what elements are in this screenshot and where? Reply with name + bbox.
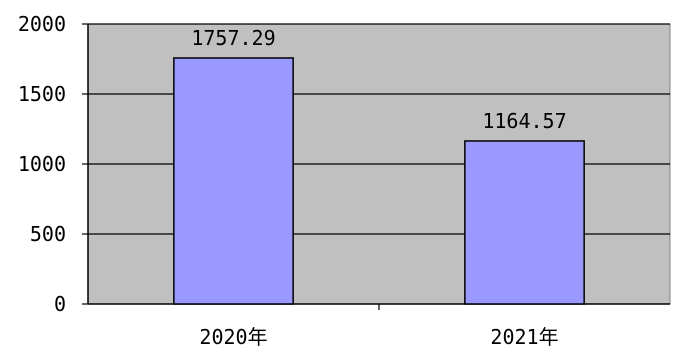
y-tick-label: 500 (30, 222, 66, 246)
y-tick-label: 2000 (18, 12, 66, 36)
bar-2021年 (464, 140, 585, 305)
data-labels: 1757.29 1164.57 (191, 26, 566, 133)
x-category-label: 2020年 (199, 325, 267, 349)
data-label: 1164.57 (482, 109, 566, 133)
bar-2020年 (173, 57, 294, 305)
y-tick-label: 1000 (18, 152, 66, 176)
y-tick-label: 1500 (18, 82, 66, 106)
data-label: 1757.29 (191, 26, 275, 50)
x-category-label: 2021年 (490, 325, 558, 349)
y-tick-label: 0 (54, 292, 66, 316)
category-labels: 2020年 2021年 (199, 325, 558, 349)
y-axis-ticks: 0 500 1000 1500 2000 (18, 12, 88, 316)
bars (173, 57, 585, 305)
